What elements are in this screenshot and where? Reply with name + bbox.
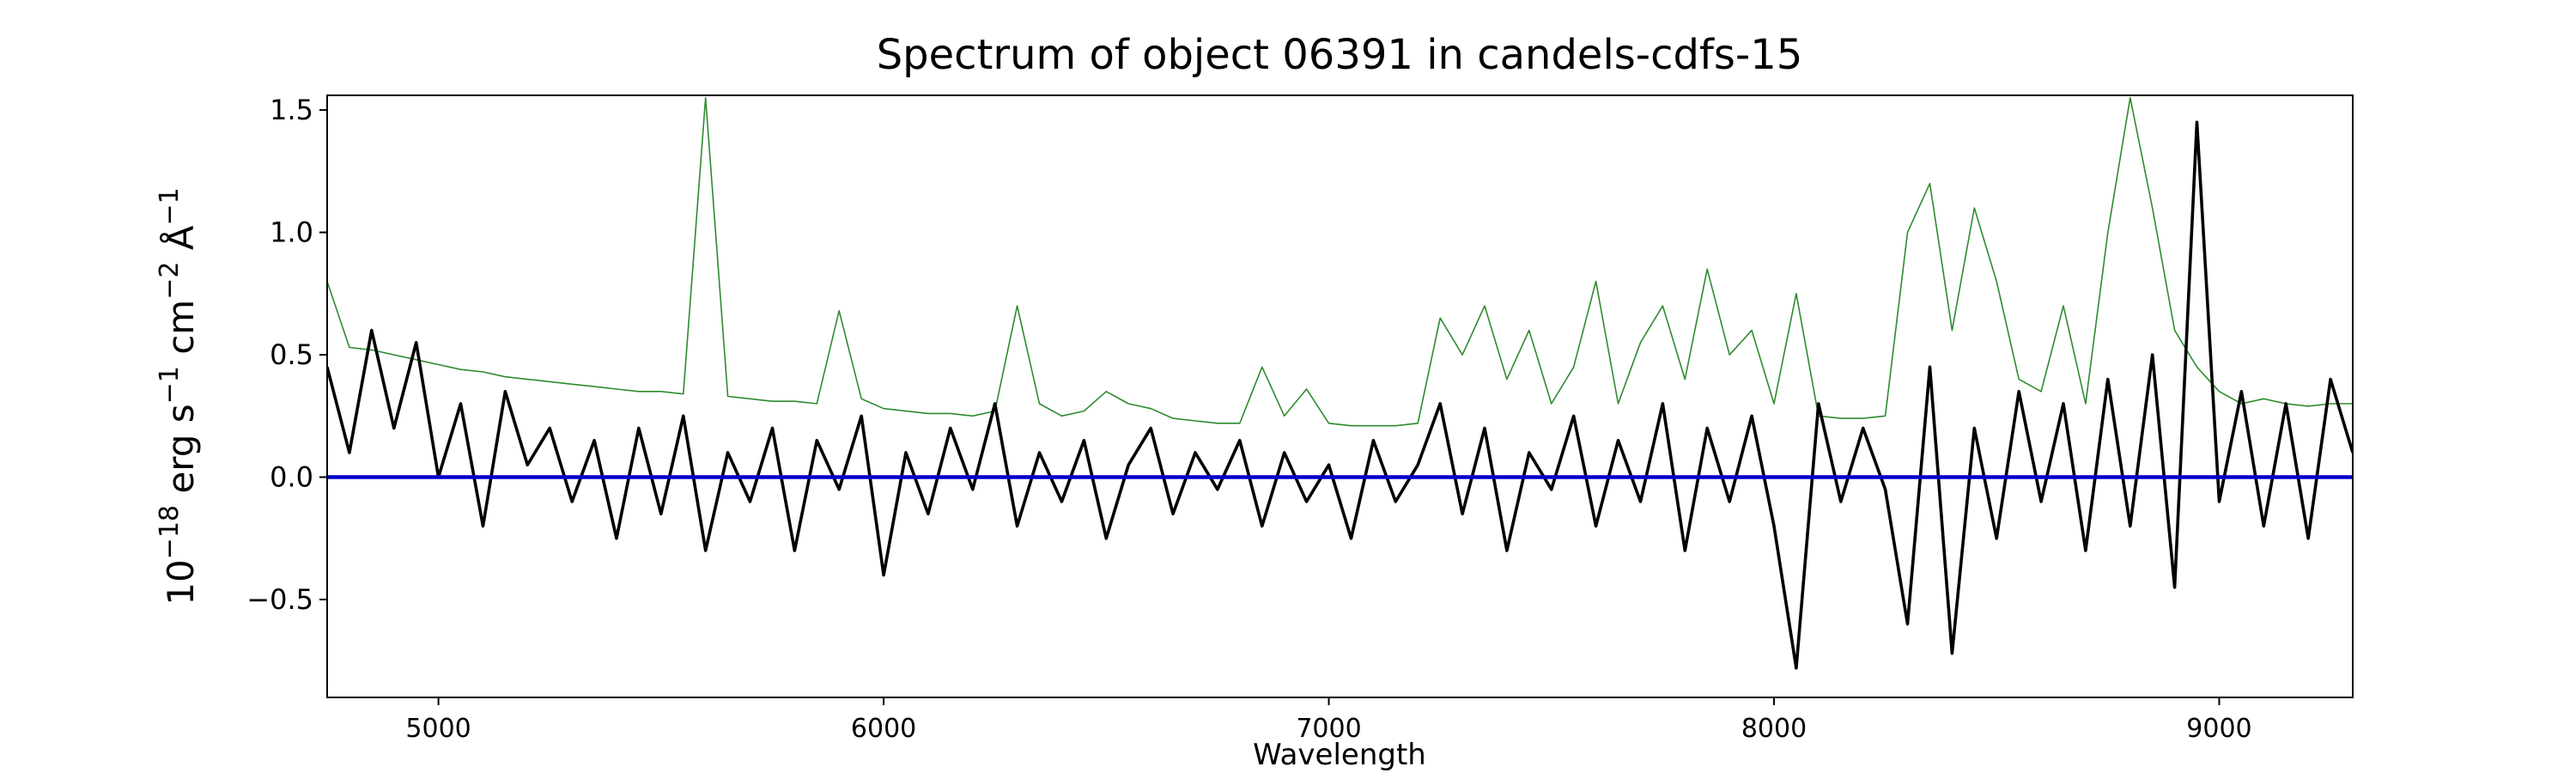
x-tick-label: 5000 [405, 714, 471, 744]
y-axis-label-part: cm [160, 300, 202, 366]
plot-frame [326, 94, 2354, 698]
x-tick-label: 8000 [1741, 714, 1807, 744]
y-axis-label-part: −18 [155, 505, 185, 559]
y-axis-label-part: Å [159, 225, 202, 261]
y-axis-label: 10−18 erg s−1 cm−2 Å−1 [155, 187, 202, 606]
chart-title: Spectrum of object 06391 in candels-cdfs… [877, 31, 1803, 79]
spectrum-line [327, 120, 2353, 670]
y-tick-label: 0.5 [270, 338, 313, 371]
y-tick-label: 1.0 [270, 216, 313, 249]
y-tick-label: 0.0 [270, 461, 313, 494]
x-tick-label: 6000 [851, 714, 916, 744]
y-tick-label: 1.5 [270, 94, 313, 126]
y-axis-label-part: −1 [155, 366, 185, 404]
y-axis-label-part: −1 [155, 187, 185, 225]
y-tick-label: −0.5 [246, 583, 313, 616]
y-axis-label-part: −2 [155, 262, 185, 300]
y-axis-label-part: 10 [160, 559, 202, 605]
y-axis-label-part: erg s [160, 404, 202, 505]
x-tick-label: 7000 [1296, 714, 1361, 744]
x-tick-label: 9000 [2186, 714, 2251, 744]
x-axis-label: Wavelength [1253, 738, 1426, 772]
spectrum-line [327, 97, 2353, 427]
